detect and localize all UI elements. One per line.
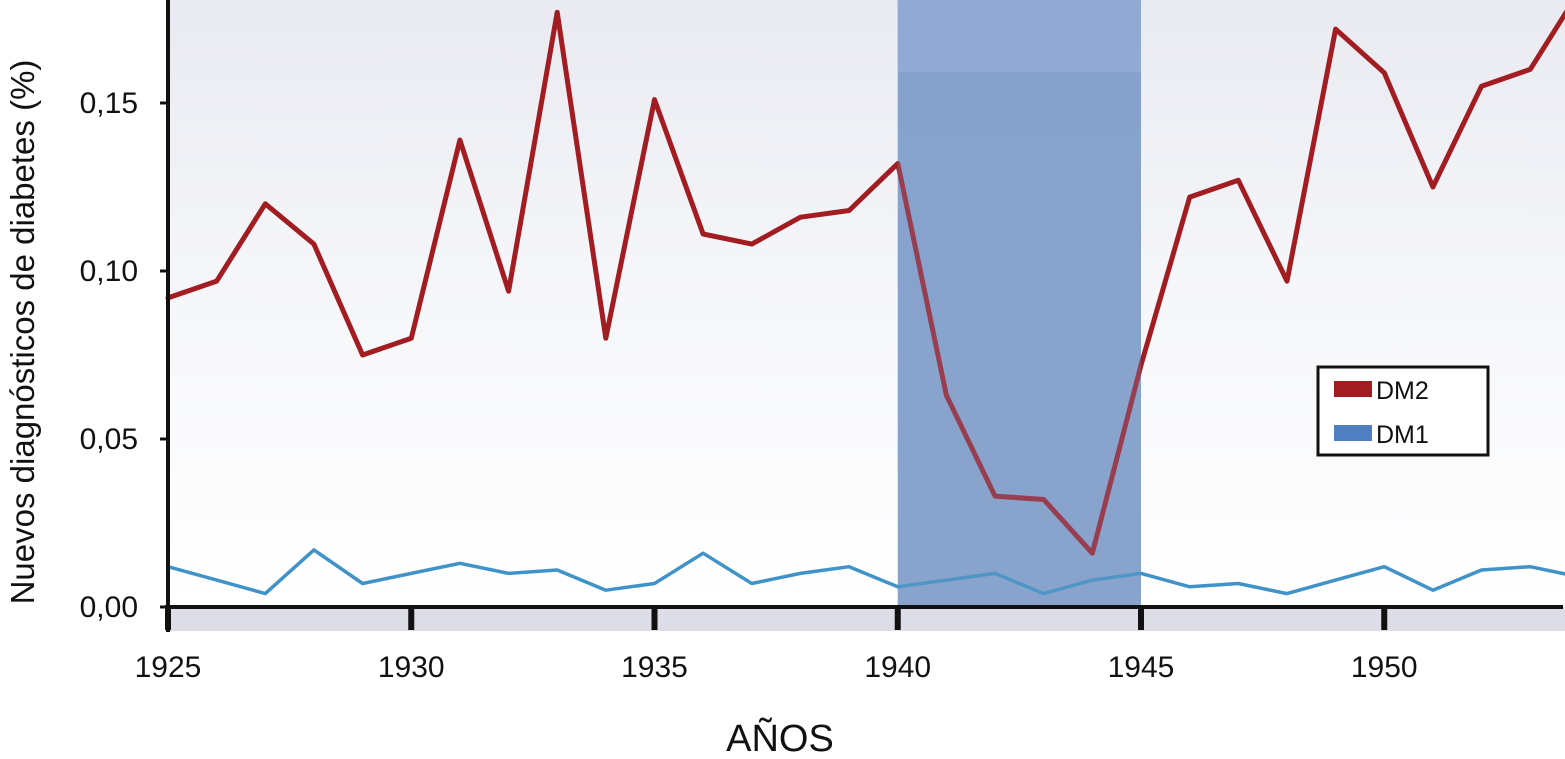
- series-line-dm2: [165, 9, 1565, 556]
- highlight-band-top: [897, 0, 1141, 72]
- legend: DM2 DM1: [1316, 365, 1490, 457]
- x-tick-label: 1950: [1351, 651, 1418, 684]
- series-line-dm1: [166, 548, 1565, 596]
- x-tick-label: 1930: [378, 651, 445, 684]
- x-tick-label: 1935: [621, 651, 688, 684]
- y-tick-label: 0,10: [80, 255, 138, 288]
- x-tick-label: 1925: [135, 651, 202, 684]
- x-tick-label: 1945: [1108, 651, 1175, 684]
- highlight-band: [897, 0, 1141, 607]
- legend-label-dm1: DM1: [1376, 421, 1429, 449]
- highlight-band-overlay: [897, 0, 1141, 607]
- x-axis-title: AÑOS: [726, 717, 834, 759]
- legend-swatch-dm2: [1334, 381, 1372, 397]
- legend-label-dm2: DM2: [1376, 377, 1429, 405]
- legend-swatch-dm1: [1334, 425, 1372, 441]
- y-tick-label: 0,05: [80, 423, 138, 456]
- y-axis-title: Nuevos diagnósticos de diabetes (%): [4, 60, 41, 605]
- y-tick-label: 0,00: [80, 591, 138, 624]
- axis-shade-strip: [168, 607, 1565, 631]
- plot-background: [168, 0, 1565, 607]
- y-tick-label: 0,15: [80, 87, 138, 120]
- x-tick-label: 1940: [864, 651, 931, 684]
